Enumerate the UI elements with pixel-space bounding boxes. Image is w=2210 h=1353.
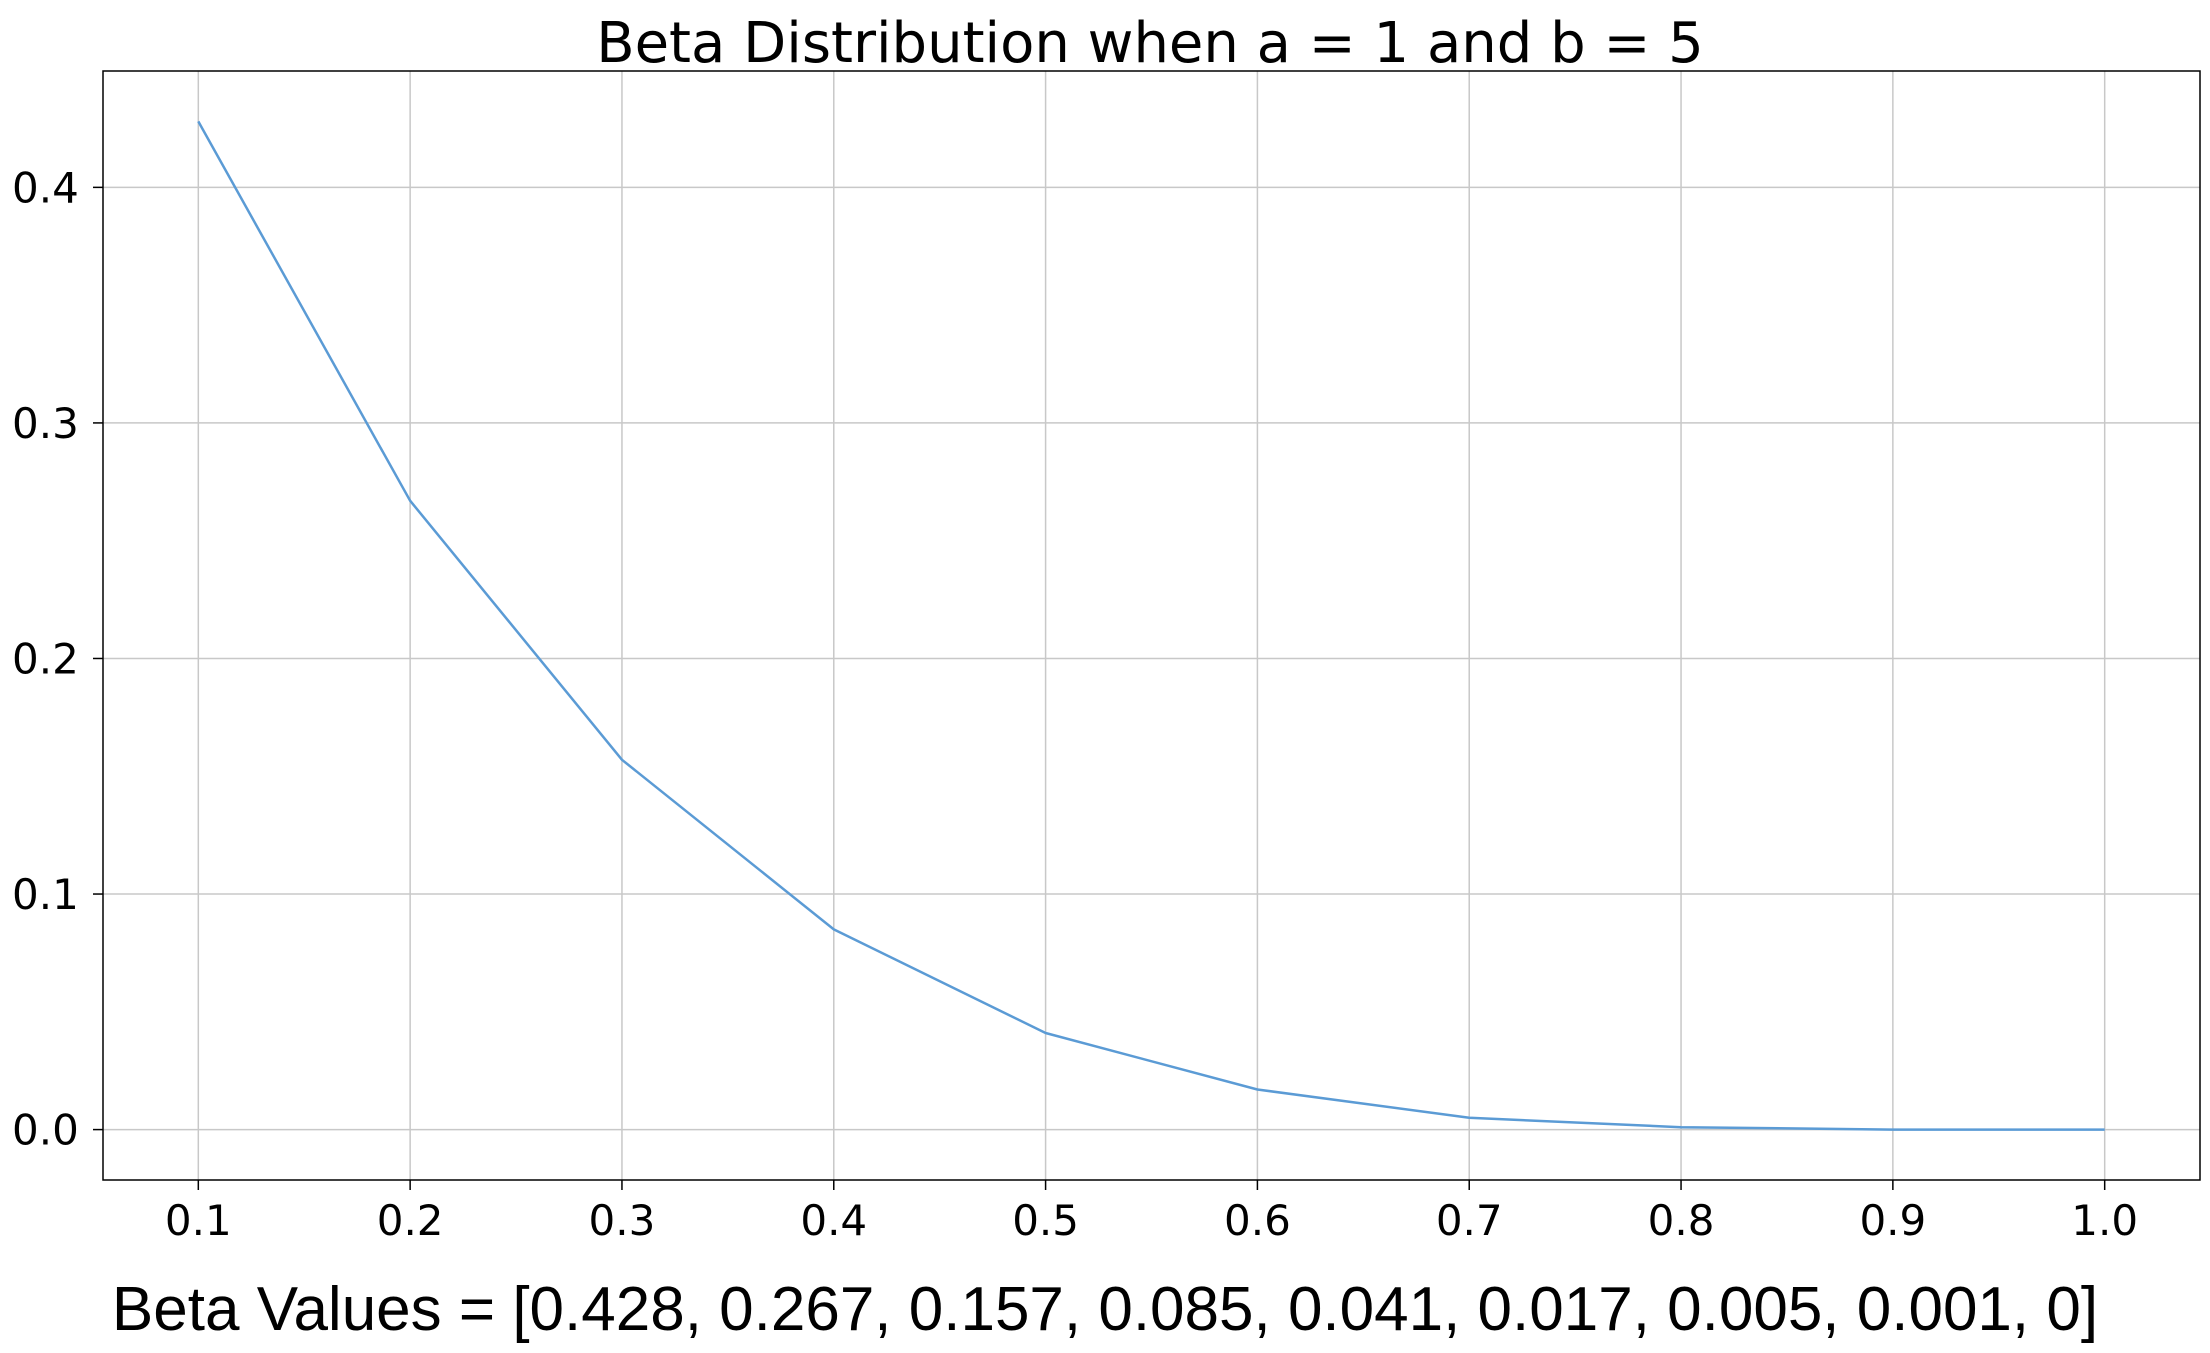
x-tick-label: 0.1 xyxy=(165,1196,232,1245)
x-tick-label: 0.6 xyxy=(1224,1196,1291,1245)
y-tick-label: 0.4 xyxy=(12,163,79,212)
x-tick-label: 0.3 xyxy=(589,1196,656,1245)
grid xyxy=(103,71,2200,1180)
chart-title: Beta Distribution when a = 1 and b = 5 xyxy=(596,11,1704,76)
x-tick-label: 0.7 xyxy=(1436,1196,1503,1245)
x-tick-label: 0.9 xyxy=(1859,1196,1926,1245)
axes: 0.1 0.2 0.3 0.4 0.5 0.6 0.7 0.8 0.9 1.0 0.0 0.1 0.2 0… xyxy=(12,70,2201,1245)
y-tick-label: 0.0 xyxy=(12,1106,79,1155)
x-tick-label: 0.4 xyxy=(800,1196,867,1245)
x-tick-label: 0.8 xyxy=(1648,1196,1715,1245)
series-line xyxy=(197,120,2105,1131)
y-tick-label: 0.3 xyxy=(12,399,79,448)
x-tick-label: 0.5 xyxy=(1012,1196,1079,1245)
x-tick-label: 1.0 xyxy=(2071,1196,2138,1245)
y-tick-label: 0.1 xyxy=(12,870,79,919)
x-tick-label: 0.2 xyxy=(377,1196,444,1245)
y-tick-label: 0.2 xyxy=(12,634,79,683)
plot-frame xyxy=(102,70,2201,1181)
series xyxy=(197,120,2105,1131)
beta-values-caption: Beta Values = [0.428, 0.267, 0.157, 0.08… xyxy=(111,1275,2099,1344)
